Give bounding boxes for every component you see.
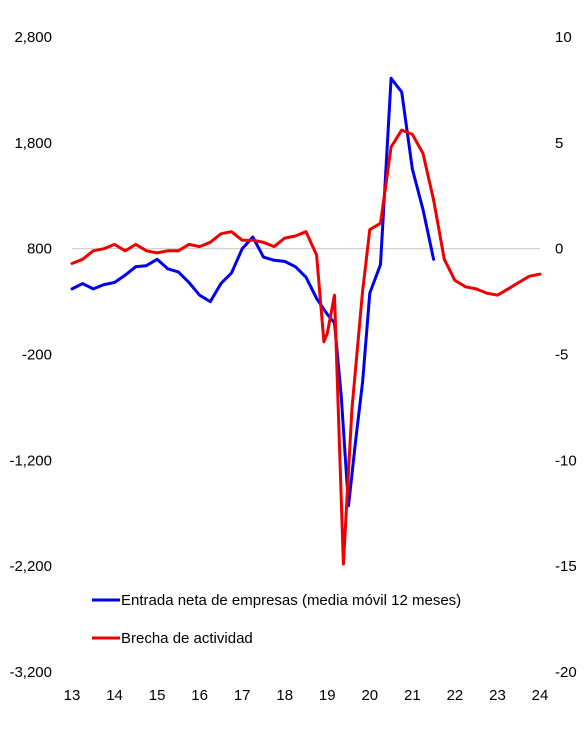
right-tick-label: 5 bbox=[555, 135, 563, 152]
x-tick-label: 22 bbox=[447, 687, 464, 704]
x-tick-label: 14 bbox=[106, 687, 123, 704]
right-tick-label: -20 bbox=[555, 664, 577, 681]
legend-label-entrada-neta: Entrada neta de empresas (media móvil 12… bbox=[121, 592, 461, 609]
x-tick-label: 20 bbox=[361, 687, 378, 704]
left-axis-ticks: 2,800 1,800 800 -200 -1,200 -2,200 -3,200 bbox=[9, 29, 52, 681]
left-tick-label: 1,800 bbox=[14, 135, 52, 152]
left-tick-label: 2,800 bbox=[14, 29, 52, 46]
right-tick-label: 0 bbox=[555, 241, 563, 258]
right-tick-label: -5 bbox=[555, 347, 568, 364]
right-tick-label: 10 bbox=[555, 29, 572, 46]
x-tick-label: 18 bbox=[276, 687, 293, 704]
x-tick-label: 13 bbox=[64, 687, 81, 704]
legend: Entrada neta de empresas (media móvil 12… bbox=[92, 592, 461, 647]
x-tick-label: 15 bbox=[149, 687, 166, 704]
x-tick-label: 21 bbox=[404, 687, 421, 704]
legend-label-brecha: Brecha de actividad bbox=[121, 630, 253, 647]
x-tick-label: 24 bbox=[532, 687, 549, 704]
series-lines bbox=[70, 76, 542, 566]
x-tick-label: 16 bbox=[191, 687, 208, 704]
x-tick-label: 17 bbox=[234, 687, 251, 704]
left-tick-label: -2,200 bbox=[9, 558, 52, 575]
x-axis-ticks: 13 14 15 16 17 18 19 20 21 22 23 24 bbox=[64, 687, 549, 704]
right-tick-label: -15 bbox=[555, 558, 577, 575]
legend-item-entrada-neta: Entrada neta de empresas (media móvil 12… bbox=[92, 592, 461, 609]
series-line-brecha bbox=[70, 128, 542, 566]
x-tick-label: 19 bbox=[319, 687, 336, 704]
x-tick-label: 23 bbox=[489, 687, 506, 704]
left-tick-label: 800 bbox=[27, 241, 52, 258]
left-tick-label: -200 bbox=[22, 347, 52, 364]
series-line-entrada-neta bbox=[70, 76, 436, 508]
left-tick-label: -1,200 bbox=[9, 452, 52, 469]
legend-item-brecha: Brecha de actividad bbox=[92, 630, 253, 647]
right-tick-label: -10 bbox=[555, 452, 577, 469]
left-tick-label: -3,200 bbox=[9, 664, 52, 681]
right-axis-ticks: 10 5 0 -5 -10 -15 -20 bbox=[555, 29, 577, 681]
